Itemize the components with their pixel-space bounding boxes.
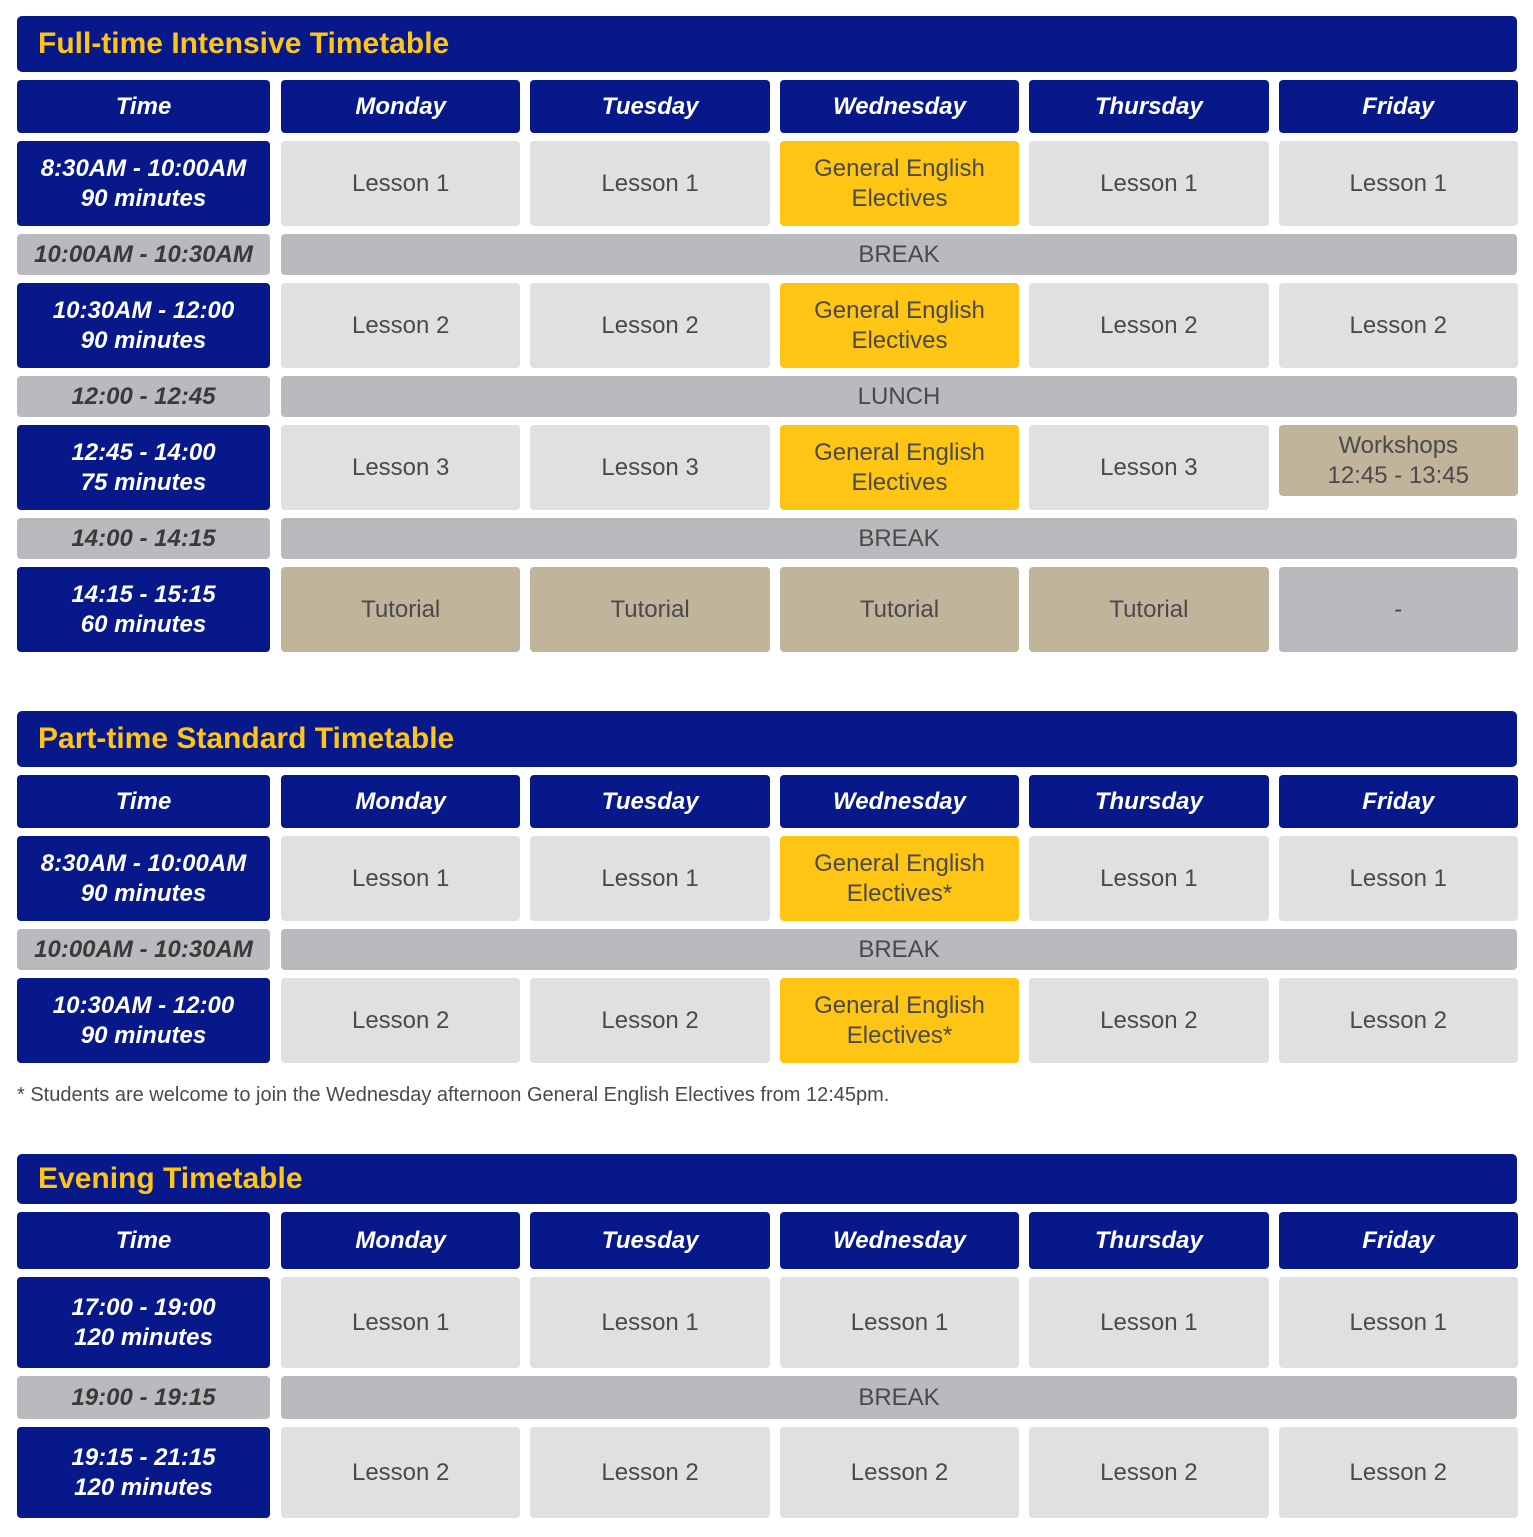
time-slot: 12:45 - 14:00 75 minutes: [17, 425, 270, 510]
timetable-title: Evening Timetable: [17, 1154, 1517, 1204]
class-cell-tuesday: Lesson 1: [530, 141, 770, 226]
column-header-friday: Friday: [1278, 80, 1518, 133]
header-row: Time Monday Tuesday Wednesday Thursday Friday: [17, 1212, 1518, 1269]
time-slot: 14:15 - 15:15 60 minutes: [17, 567, 270, 652]
class-cell-thursday: Lesson 1: [1029, 836, 1269, 921]
class-cell-wednesday: General English Electives*: [779, 836, 1020, 921]
class-cell-wednesday: General English Electives*: [779, 978, 1020, 1063]
lesson-row: 12:45 - 14:00 75 minutes Lesson 3 Lesson 3…: [17, 425, 1518, 510]
timetable-title: Full-time Intensive Timetable: [17, 16, 1517, 72]
class-cell-tuesday: Lesson 1: [530, 1277, 770, 1368]
class-cell-monday: Lesson 2: [281, 283, 521, 368]
class-cell-friday: Lesson 1: [1278, 836, 1518, 921]
time-slot: 14:00 - 14:15: [17, 518, 270, 559]
class-cell-friday: Lesson 2: [1278, 1427, 1518, 1518]
time-slot: 19:00 - 19:15: [17, 1376, 270, 1419]
class-cell-thursday: Lesson 2: [1029, 1427, 1269, 1518]
column-header-monday: Monday: [281, 775, 521, 828]
class-cell-tuesday: Lesson 2: [530, 1427, 770, 1518]
class-cell-friday: Lesson 2: [1278, 978, 1518, 1063]
class-cell-tuesday: Lesson 3: [530, 425, 770, 510]
lesson-row: 10:30AM - 12:00 90 minutes Lesson 2 Lesson…: [17, 283, 1518, 368]
lesson-row: 14:15 - 15:15 60 minutes Tutorial Tutorial…: [17, 567, 1518, 652]
lesson-row: 8:30AM - 10:00AM 90 minutes Lesson 1 Lesso…: [17, 141, 1518, 226]
time-slot: 10:30AM - 12:00 90 minutes: [17, 978, 270, 1063]
class-cell-thursday: Lesson 1: [1029, 141, 1269, 226]
time-slot: 19:15 - 21:15 120 minutes: [17, 1427, 270, 1518]
class-cell-wednesday: General English Electives: [779, 425, 1020, 510]
time-slot: 17:00 - 19:00 120 minutes: [17, 1277, 270, 1368]
lesson-row: 10:30AM - 12:00 90 minutes Lesson 2 Lesson…: [17, 978, 1518, 1063]
class-cell-thursday: Lesson 2: [1029, 283, 1269, 368]
break-label: BREAK: [281, 1376, 1517, 1419]
column-header-tuesday: Tuesday: [530, 775, 770, 828]
break-label: BREAK: [281, 234, 1517, 275]
evening-timetable: Evening Timetable Time Monday Tuesday Wednes…: [17, 1154, 1518, 1518]
lesson-row: 17:00 - 19:00 120 minutes Lesson 1 Lesson …: [17, 1277, 1518, 1368]
break-label: LUNCH: [281, 376, 1517, 417]
class-cell-thursday: Lesson 1: [1029, 1277, 1269, 1368]
class-cell-friday: Lesson 2: [1278, 283, 1518, 368]
break-label: BREAK: [281, 929, 1517, 970]
class-cell-thursday: Lesson 3: [1029, 425, 1269, 510]
lesson-row: 19:15 - 21:15 120 minutes Lesson 2 Lesson …: [17, 1427, 1518, 1518]
column-header-tuesday: Tuesday: [530, 80, 770, 133]
lesson-row: 8:30AM - 10:00AM 90 minutes Lesson 1 Lesso…: [17, 836, 1518, 921]
class-cell-tuesday: Lesson 2: [530, 978, 770, 1063]
class-cell-wednesday: General English Electives: [779, 283, 1020, 368]
column-header-time: Time: [17, 1212, 270, 1269]
class-cell-wednesday: Tutorial: [779, 567, 1020, 652]
column-header-friday: Friday: [1278, 775, 1518, 828]
time-slot: 10:00AM - 10:30AM: [17, 929, 270, 970]
break-row: 14:00 - 14:15 BREAK: [17, 518, 1517, 559]
part-time-timetable: Part-time Standard Timetable Time Monday Tu…: [17, 711, 1518, 1063]
column-header-monday: Monday: [281, 1212, 521, 1269]
column-header-monday: Monday: [281, 80, 521, 133]
class-cell-thursday: Lesson 2: [1029, 978, 1269, 1063]
column-header-thursday: Thursday: [1029, 80, 1269, 133]
class-cell-monday: Lesson 2: [281, 1427, 521, 1518]
class-cell-monday: Lesson 2: [281, 978, 521, 1063]
time-slot: 8:30AM - 10:00AM 90 minutes: [17, 141, 270, 226]
header-row: Time Monday Tuesday Wednesday Thursday Friday: [17, 775, 1518, 828]
time-slot: 10:00AM - 10:30AM: [17, 234, 270, 275]
column-header-time: Time: [17, 80, 270, 133]
time-slot: 12:00 - 12:45: [17, 376, 270, 417]
break-row: 19:00 - 19:15 BREAK: [17, 1376, 1517, 1419]
header-row: Time Monday Tuesday Wednesday Thursday Friday: [17, 80, 1518, 133]
class-cell-friday: Workshops 12:45 - 13:45: [1278, 425, 1518, 496]
column-header-friday: Friday: [1278, 1212, 1518, 1269]
time-slot: 10:30AM - 12:00 90 minutes: [17, 283, 270, 368]
class-cell-thursday: Tutorial: [1029, 567, 1269, 652]
break-row: 10:00AM - 10:30AM BREAK: [17, 929, 1517, 970]
column-header-tuesday: Tuesday: [530, 1212, 770, 1269]
column-header-wednesday: Wednesday: [779, 1212, 1020, 1269]
column-header-time: Time: [17, 775, 270, 828]
class-cell-wednesday: Lesson 1: [779, 1277, 1020, 1368]
class-cell-wednesday: Lesson 2: [779, 1427, 1020, 1518]
class-cell-wednesday: General English Electives: [779, 141, 1020, 226]
class-cell-friday: Lesson 1: [1278, 1277, 1518, 1368]
break-label: BREAK: [281, 518, 1517, 559]
footnote: * Students are welcome to join the Wedne…: [17, 1084, 890, 1106]
class-cell-tuesday: Tutorial: [530, 567, 770, 652]
break-row: 12:00 - 12:45 LUNCH: [17, 376, 1517, 417]
column-header-wednesday: Wednesday: [779, 775, 1020, 828]
column-header-wednesday: Wednesday: [779, 80, 1020, 133]
class-cell-tuesday: Lesson 1: [530, 836, 770, 921]
class-cell-monday: Lesson 1: [281, 141, 521, 226]
class-cell-monday: Lesson 1: [281, 1277, 521, 1368]
class-cell-tuesday: Lesson 2: [530, 283, 770, 368]
class-cell-monday: Tutorial: [281, 567, 521, 652]
full-time-timetable: Full-time Intensive Timetable Time Monday T…: [17, 16, 1518, 652]
class-cell-monday: Lesson 3: [281, 425, 521, 510]
class-cell-friday: Lesson 1: [1278, 141, 1518, 226]
class-cell-friday: -: [1278, 567, 1518, 652]
column-header-thursday: Thursday: [1029, 775, 1269, 828]
column-header-thursday: Thursday: [1029, 1212, 1269, 1269]
time-slot: 8:30AM - 10:00AM 90 minutes: [17, 836, 270, 921]
class-cell-monday: Lesson 1: [281, 836, 521, 921]
timetable-title: Part-time Standard Timetable: [17, 711, 1517, 767]
break-row: 10:00AM - 10:30AM BREAK: [17, 234, 1517, 275]
